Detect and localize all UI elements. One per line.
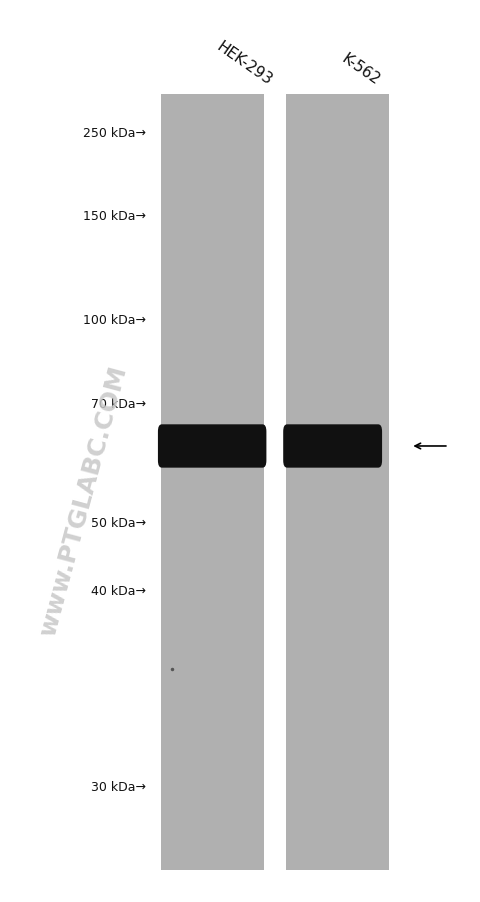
Text: 100 kDa→: 100 kDa→: [84, 314, 146, 327]
FancyBboxPatch shape: [158, 425, 266, 468]
Text: 150 kDa→: 150 kDa→: [84, 210, 146, 223]
FancyBboxPatch shape: [283, 425, 382, 468]
Text: 250 kDa→: 250 kDa→: [84, 127, 146, 140]
Text: www.PTGLABC.COM: www.PTGLABC.COM: [36, 363, 132, 639]
Bar: [161, 95, 264, 870]
Text: 50 kDa→: 50 kDa→: [91, 517, 146, 529]
Text: 30 kDa→: 30 kDa→: [91, 780, 146, 793]
Text: HEK-293: HEK-293: [214, 40, 275, 88]
Bar: [286, 95, 389, 870]
Text: K-562: K-562: [338, 51, 382, 88]
Text: 40 kDa→: 40 kDa→: [91, 584, 146, 597]
Text: 70 kDa→: 70 kDa→: [91, 398, 146, 410]
